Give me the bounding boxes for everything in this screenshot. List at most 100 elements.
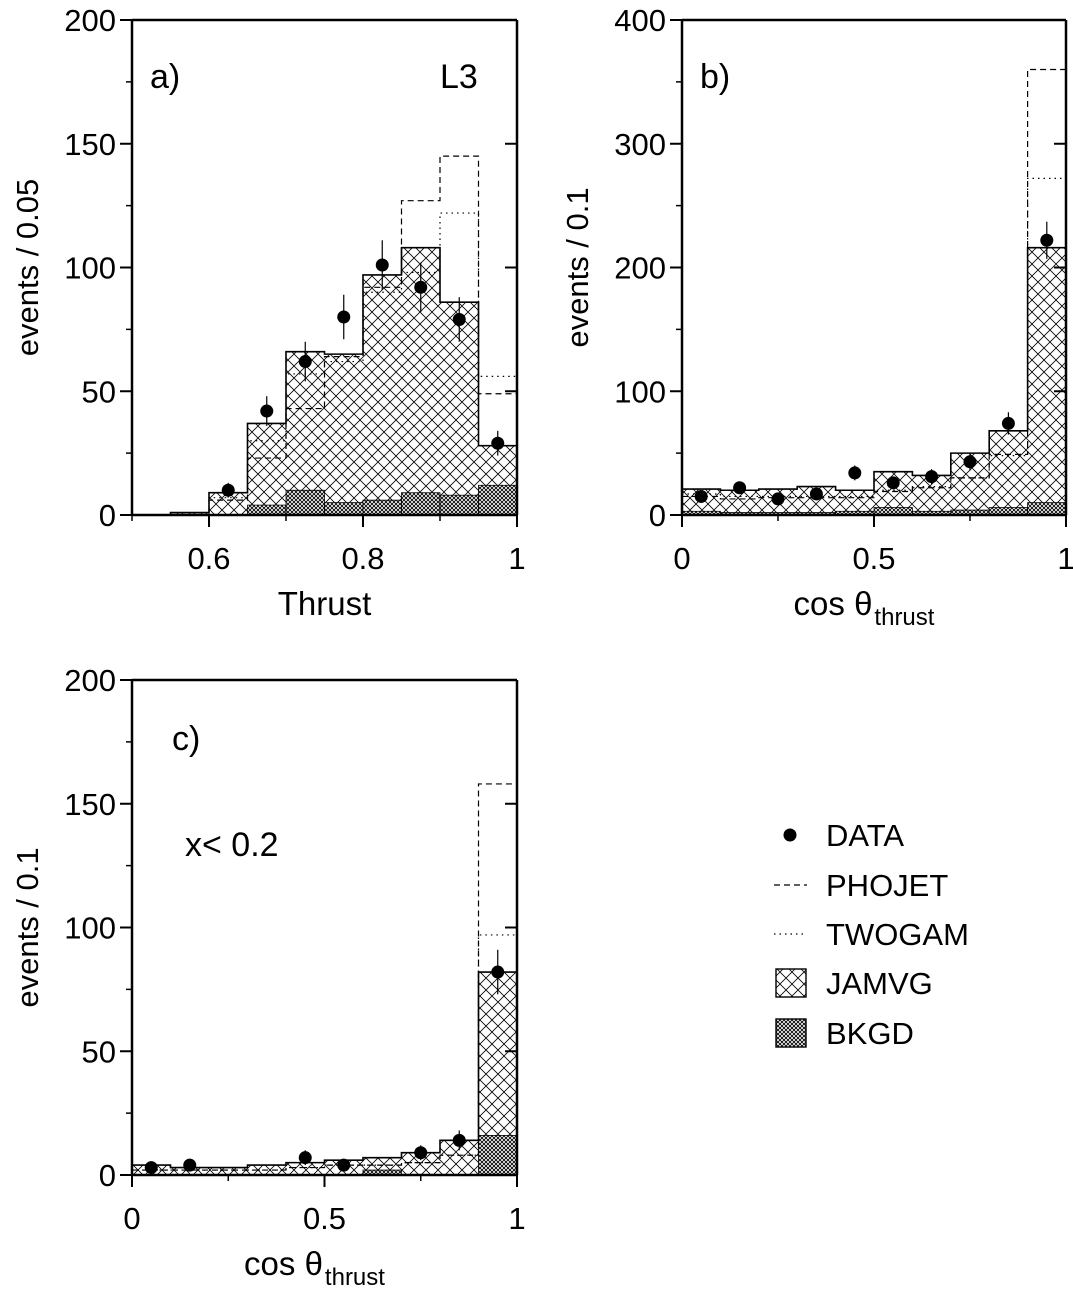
panel-b: 0 100 200 300 400 0 0.5 1 events / 0.1 cos θthrus…: [560, 3, 1073, 631]
x-axis-label: Thrust: [278, 585, 372, 622]
jamvg-bar: [363, 274, 402, 515]
data-point: [298, 355, 312, 369]
y-tick-label: 50: [82, 374, 116, 409]
jamvg-bar: [209, 492, 248, 515]
legend-marker: [783, 828, 797, 842]
data-point: [491, 965, 505, 979]
data-point: [771, 492, 785, 506]
y-axis-label: events / 0.1: [10, 847, 45, 1007]
twogam-line: [132, 934, 517, 1171]
data-point: [925, 470, 939, 484]
data-point: [183, 1158, 197, 1172]
bkgd-bar: [439, 494, 479, 516]
y-tick-label: 150: [64, 787, 116, 822]
jamvg-bar: [286, 1162, 325, 1175]
legend-label: TWOGAM: [826, 917, 969, 952]
data-point: [260, 404, 274, 418]
legend-densehatch-swatch: [775, 1018, 807, 1048]
data-point: [809, 487, 823, 501]
jamvg-bar: [209, 1167, 248, 1175]
experiment-label: L3: [440, 58, 478, 96]
legend-item-bkgd: BKGD: [775, 1016, 914, 1051]
legend-crosshatch-swatch: [775, 968, 807, 998]
panel-label: a): [150, 58, 180, 96]
legend-item-twogam: TWOGAM: [774, 917, 969, 952]
x-tick-label: 1: [1057, 541, 1073, 576]
bkgd-bar: [362, 499, 402, 516]
bkgd-bar: [401, 492, 441, 516]
bkgd-bar: [285, 489, 325, 516]
bkgd-bar: [478, 1135, 518, 1176]
data-point: [298, 1151, 312, 1165]
y-tick-label: 0: [99, 498, 116, 533]
legend-label: BKGD: [826, 1016, 914, 1051]
legend-label: JAMVG: [826, 966, 933, 1001]
x-axis-label: cos θthrust: [244, 1245, 385, 1291]
x-tick-label: 0: [123, 1201, 140, 1236]
data-point: [337, 310, 351, 324]
y-axis-label: events / 0.05: [10, 179, 45, 357]
data-point: [1040, 233, 1054, 247]
jamvg-bar: [720, 490, 759, 515]
data-point: [452, 312, 466, 326]
panel-label: c): [172, 720, 200, 758]
data-point: [375, 258, 389, 272]
data-point: [414, 280, 428, 294]
y-tick-label: 400: [614, 3, 666, 38]
bkgd-bar: [478, 484, 518, 516]
y-tick-label: 100: [614, 374, 666, 409]
data-point: [886, 476, 900, 490]
x-tick-label: 1: [508, 1201, 525, 1236]
data-point: [337, 1158, 351, 1172]
twogam-line: [682, 177, 1066, 498]
x-tick-label: 0.5: [852, 541, 895, 576]
panel-label: b): [700, 58, 730, 96]
panel-c: 0 50 100 150 200 0 0.5 1 events / 0.1 cos θthrust…: [10, 663, 526, 1291]
jamvg-bar: [401, 1152, 440, 1175]
data-point: [694, 489, 708, 503]
legend-item-jamvg: JAMVG: [775, 966, 933, 1001]
data-point: [963, 455, 977, 469]
jamvg-bar: [1027, 247, 1066, 515]
jamvg-bar: [835, 490, 874, 515]
y-tick-label: 100: [64, 911, 116, 946]
x-axis-label: cos θthrust: [794, 585, 935, 631]
legend-label: DATA: [826, 818, 904, 853]
legend-item-data: DATA: [783, 818, 904, 853]
jamvg-bar: [247, 423, 286, 515]
legend: DATA PHOJET TWOGAM JAMVG BKGD: [774, 818, 969, 1051]
jamvg-bar: [324, 354, 363, 515]
x-tick-label: 0: [673, 541, 690, 576]
data-point: [414, 1146, 428, 1160]
data-point: [221, 483, 235, 497]
legend-item-phojet: PHOJET: [774, 868, 948, 903]
legend-label: PHOJET: [826, 868, 948, 903]
jamvg-bar: [989, 430, 1028, 515]
y-tick-label: 50: [82, 1034, 116, 1069]
data-point: [491, 436, 505, 450]
y-tick-label: 100: [64, 251, 116, 286]
y-tick-label: 150: [64, 127, 116, 162]
bkgd-bar: [247, 504, 287, 516]
twogam-line: [132, 212, 517, 516]
y-tick-label: 200: [614, 251, 666, 286]
data-point: [733, 481, 747, 495]
data-point: [848, 466, 862, 480]
data-point: [1001, 416, 1015, 430]
x-tick-label: 0.6: [187, 541, 230, 576]
jamvg-outline: [132, 246, 518, 516]
x-tick-label: 0.8: [341, 541, 384, 576]
panel-a: 0 50 100 150 200 0.6 0.8 1 events / 0.05 Thrust a)…: [10, 3, 526, 622]
y-axis-label: events / 0.1: [560, 187, 595, 347]
bkgd-bar: [324, 502, 364, 516]
phojet-line: [682, 68, 1066, 500]
x-tick-label: 0.5: [303, 1201, 346, 1236]
y-tick-label: 300: [614, 127, 666, 162]
y-tick-label: 0: [649, 498, 666, 533]
data-point: [144, 1161, 158, 1175]
y-tick-label: 0: [99, 1158, 116, 1193]
phojet-line: [132, 155, 517, 516]
bkgd-bar: [1027, 502, 1067, 516]
